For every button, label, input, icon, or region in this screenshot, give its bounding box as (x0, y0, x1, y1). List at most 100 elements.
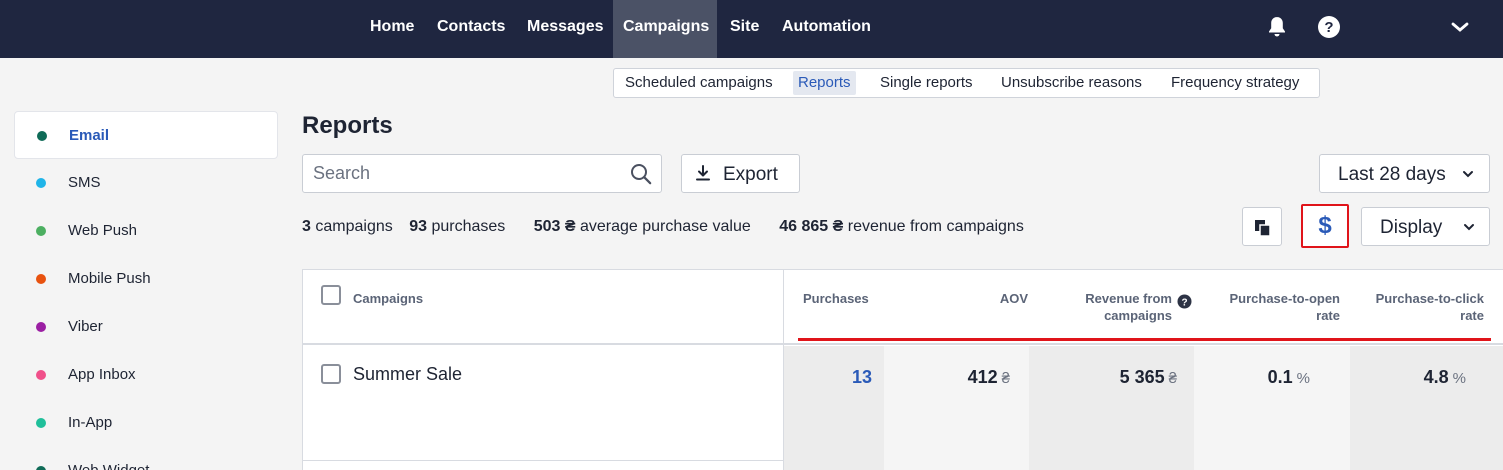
search-input[interactable] (303, 155, 623, 192)
period-select[interactable]: Last 28 days (1319, 154, 1490, 193)
campaigns-subtabs: Scheduled campaigns Reports Single repor… (613, 68, 1320, 98)
chevron-down-icon (1462, 220, 1476, 234)
pto-unit: % (1296, 370, 1310, 387)
sidebar-item-label: In-App (68, 414, 113, 431)
search-icon[interactable] (630, 163, 652, 185)
revenue-unit: ₴ (1168, 370, 1177, 387)
column-divider (783, 270, 784, 470)
sidebar-item-label: Email (69, 127, 110, 144)
mobile-push-channel-dot-icon (36, 274, 46, 284)
aov-unit: ₴ (1001, 370, 1010, 387)
period-select-value: Last 28 days (1338, 164, 1446, 185)
campaigns-count-label: campaigns (315, 218, 393, 235)
svg-text:?: ? (1181, 298, 1187, 309)
revenue-from-campaigns: 46 865 ₴ (779, 218, 844, 235)
column-header-purchase-to-open-rate[interactable]: Purchase-to-open rate (1208, 290, 1340, 324)
tab-reports[interactable]: Reports (793, 71, 856, 95)
cell-background (1350, 346, 1503, 470)
display-select[interactable]: Display (1361, 207, 1490, 246)
email-channel-dot-icon (37, 131, 47, 141)
revenue-value: 5 365 (1119, 367, 1165, 387)
column-header-purchase-to-click-rate[interactable]: Purchase-to-click rate (1353, 290, 1484, 324)
sidebar-item-mobile-push[interactable]: Mobile Push (14, 255, 278, 303)
cell-purchase-to-open-rate: 0.1% (1194, 367, 1310, 388)
nav-item-contacts[interactable]: Contacts (437, 18, 506, 35)
tab-unsubscribe-reasons[interactable]: Unsubscribe reasons (1001, 74, 1142, 91)
row-select-checkbox[interactable] (321, 364, 341, 384)
cell-purchases: 13 (784, 367, 872, 388)
tab-scheduled-campaigns[interactable]: Scheduled campaigns (625, 74, 773, 91)
svg-text:?: ? (1324, 19, 1333, 36)
purchases-value-link[interactable]: 13 (851, 367, 872, 387)
sidebar-item-label: App Inbox (68, 366, 136, 383)
sidebar-item-label: Viber (68, 318, 103, 335)
column-header-purchases[interactable]: Purchases (803, 291, 869, 306)
export-button[interactable]: Export (681, 154, 800, 193)
row-divider (303, 460, 783, 461)
sms-channel-dot-icon (36, 178, 46, 188)
chevron-down-icon[interactable] (1448, 15, 1472, 39)
sidebar-item-label: Mobile Push (68, 270, 151, 287)
sidebar-item-email[interactable]: Email (14, 111, 278, 159)
cell-aov: 412 ₴ (884, 367, 1010, 388)
web-push-channel-dot-icon (36, 226, 46, 236)
highlight-underline (798, 338, 1491, 341)
download-icon (694, 164, 712, 182)
cell-background (884, 346, 1029, 470)
sidebar-item-app-inbox[interactable]: App Inbox (14, 351, 278, 399)
column-header-revenue-line2: campaigns (1104, 308, 1172, 323)
in-app-channel-dot-icon (36, 418, 46, 428)
campaigns-count: 3 (302, 218, 311, 235)
sidebar-item-web-push[interactable]: Web Push (14, 207, 278, 255)
top-navigation-bar: Home Contacts Messages Campaigns Site Au… (0, 0, 1503, 58)
export-button-label: Export (723, 164, 778, 185)
tab-frequency-strategy[interactable]: Frequency strategy (1171, 74, 1300, 91)
cell-background (1194, 346, 1350, 470)
chevron-down-icon (1461, 167, 1475, 181)
viber-channel-dot-icon (36, 322, 46, 332)
nav-item-messages[interactable]: Messages (527, 18, 604, 35)
tab-single-reports[interactable]: Single reports (880, 74, 973, 91)
revenue-help-icon[interactable]: ? (1177, 294, 1192, 309)
purchases-count: 93 (409, 218, 427, 235)
app-inbox-channel-dot-icon (36, 370, 46, 380)
campaign-name-link[interactable]: Summer Sale (353, 364, 463, 384)
nav-item-home[interactable]: Home (370, 18, 415, 35)
nav-item-automation[interactable]: Automation (782, 18, 871, 35)
web-widget-channel-dot-icon (36, 466, 46, 470)
column-header-pto-line2: rate (1316, 308, 1340, 323)
cell-revenue: 5 365 ₴ (1029, 367, 1177, 388)
column-header-ptc-line1: Purchase-to-click (1375, 291, 1484, 306)
column-header-campaigns[interactable]: Campaigns (353, 291, 424, 306)
sidebar-item-sms[interactable]: SMS (14, 159, 278, 207)
average-purchase-value-label: average purchase value (579, 218, 751, 235)
revenue-from-campaigns-label: revenue from campaigns (847, 218, 1024, 235)
column-header-revenue[interactable]: Revenue from campaigns (1053, 290, 1172, 324)
display-select-label: Display (1380, 217, 1443, 238)
currency-toggle-button[interactable]: $ (1301, 204, 1349, 248)
page-title: Reports (302, 112, 393, 139)
copy-icon (1253, 218, 1273, 238)
select-all-checkbox[interactable] (321, 285, 341, 305)
reports-table: Campaigns Purchases AOV Revenue from cam… (302, 269, 1503, 470)
column-header-ptc-line2: rate (1460, 308, 1484, 323)
sidebar-item-web-widget[interactable]: Web Widget (14, 447, 278, 470)
summary-stats: 3 campaigns 93 purchases 503 ₴ average p… (302, 218, 1024, 236)
bell-icon[interactable] (1265, 15, 1289, 39)
sidebar-item-label: Web Push (68, 222, 137, 239)
nav-item-site[interactable]: Site (730, 18, 760, 35)
aov-value: 412 (967, 367, 998, 387)
header-divider (303, 343, 1503, 345)
cell-background (1029, 346, 1194, 470)
dollar-icon: $ (1318, 212, 1332, 239)
help-icon[interactable]: ? (1317, 15, 1341, 39)
sidebar-item-in-app[interactable]: In-App (14, 399, 278, 447)
sidebar-item-viber[interactable]: Viber (14, 303, 278, 351)
ptc-value: 4.8 (1423, 367, 1449, 387)
average-purchase-value: 503 ₴ (533, 218, 576, 235)
copy-button[interactable] (1242, 207, 1282, 246)
sidebar-item-label: SMS (68, 174, 101, 191)
nav-item-campaigns[interactable]: Campaigns (613, 0, 717, 58)
sidebar-item-label: Web Widget (68, 462, 149, 470)
column-header-aov[interactable]: AOV (999, 291, 1028, 306)
